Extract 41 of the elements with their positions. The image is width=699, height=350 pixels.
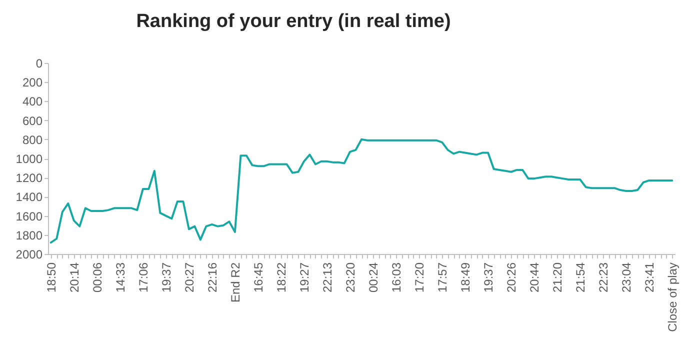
y-tick-label: 1200 [16, 171, 43, 186]
x-tick-label: 00:24 [366, 262, 381, 293]
x-tick-label: 17:06 [136, 262, 150, 293]
y-tick-label: 1000 [16, 152, 43, 166]
x-tick-label: 20:44 [528, 262, 542, 293]
y-tick-label: 800 [22, 132, 43, 147]
x-tick-label: 22:16 [205, 262, 220, 293]
y-tick-label: 400 [22, 94, 43, 109]
x-tick-label: 19:27 [297, 262, 312, 293]
x-tick-label: 17:20 [412, 262, 427, 293]
x-tick-label: 20:27 [182, 262, 196, 293]
x-tick-label: 23:04 [620, 262, 634, 293]
x-tick-label: 21:20 [550, 262, 565, 293]
x-tick-label: 22:23 [596, 262, 611, 293]
y-tick-label: 1400 [16, 190, 43, 204]
x-tick-label: Close of play [666, 262, 680, 332]
x-tick-label: 18:50 [44, 262, 58, 293]
x-tick-label: 20:26 [504, 262, 519, 293]
x-tick-label: 19:37 [159, 262, 174, 293]
chart-title: Ranking of your entry (in real time) [136, 11, 451, 32]
y-tick-label: 1800 [16, 228, 43, 242]
x-tick-label: 16:03 [390, 262, 404, 293]
x-tick-label: 17:57 [436, 262, 450, 293]
y-tick-label: 200 [22, 76, 43, 90]
y-tick-label: 2000 [16, 248, 43, 262]
x-tick-label: 18:22 [274, 262, 288, 293]
y-tick-label: 1600 [16, 209, 43, 224]
x-tick-label: 00:06 [90, 262, 104, 293]
x-tick-label: 23:20 [343, 262, 358, 293]
x-tick-label: 20:14 [67, 262, 82, 293]
line-series [50, 138, 674, 244]
x-tick-label: 22:13 [320, 262, 334, 293]
x-tick-label: 19:37 [482, 262, 496, 293]
x-tick-label: 21:54 [574, 262, 588, 293]
y-tick-label: 0 [36, 56, 43, 70]
x-tick-label: 16:45 [251, 262, 266, 293]
x-tick-label: End R2 [228, 262, 242, 303]
x-tick-label: 23:41 [642, 262, 657, 293]
y-tick-label: 600 [22, 114, 43, 128]
x-tick-label: 14:33 [113, 262, 128, 293]
x-tick-label: 18:49 [458, 262, 473, 293]
